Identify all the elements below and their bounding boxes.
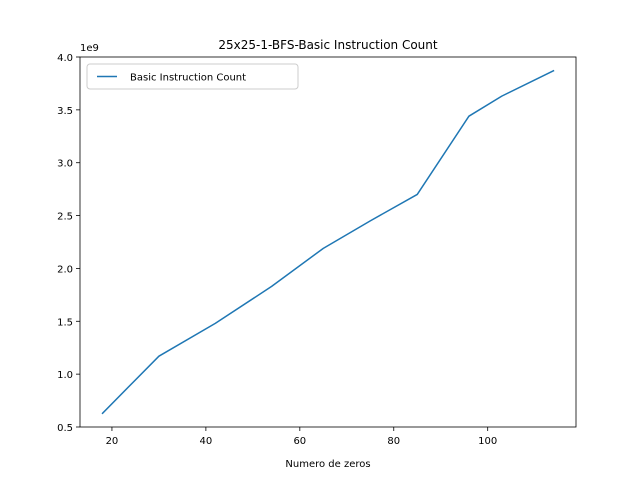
y-tick-label: 2.5 xyxy=(57,212,73,223)
data-point xyxy=(370,220,372,222)
data-point xyxy=(501,95,503,97)
y-tick-label: 3.5 xyxy=(57,106,73,117)
data-point xyxy=(158,355,160,357)
x-tick-label: 60 xyxy=(293,436,306,447)
x-tick-label: 80 xyxy=(387,436,400,447)
legend-box xyxy=(86,63,299,90)
y-tick-label: 2.0 xyxy=(57,264,73,275)
data-point xyxy=(468,115,470,117)
y-tick-label: 1.5 xyxy=(57,317,73,328)
data-point xyxy=(323,248,325,250)
y-tick-label: 3.0 xyxy=(57,159,73,170)
chart-title: 25x25-1-BFS-Basic Instruction Count xyxy=(218,38,438,52)
y-tick-label: 0.5 xyxy=(57,423,73,434)
data-point xyxy=(215,323,217,325)
x-axis: 20 40 60 80 100 xyxy=(106,427,497,447)
y-axis: 0.5 1.0 1.5 2.0 2.5 3.0 3.5 4.0 xyxy=(57,53,80,434)
series-line xyxy=(101,69,555,415)
data-point xyxy=(416,194,418,196)
x-axis-label: Numero de zeros xyxy=(285,459,370,470)
y-tick-label: 1.0 xyxy=(57,370,73,381)
legend-label: Basic Instruction Count xyxy=(130,73,246,84)
data-point xyxy=(102,413,104,415)
series-layer xyxy=(101,69,555,415)
data-point xyxy=(553,70,555,72)
y-axis-scale-label: 1e9 xyxy=(80,43,99,54)
data-point xyxy=(271,286,273,288)
x-tick-label: 40 xyxy=(200,436,213,447)
legend: Basic Instruction Count xyxy=(86,63,299,90)
x-tick-label: 20 xyxy=(106,436,119,447)
plot-area xyxy=(79,56,577,428)
y-tick-label: 4.0 xyxy=(57,53,73,64)
x-tick-label: 100 xyxy=(478,436,497,447)
